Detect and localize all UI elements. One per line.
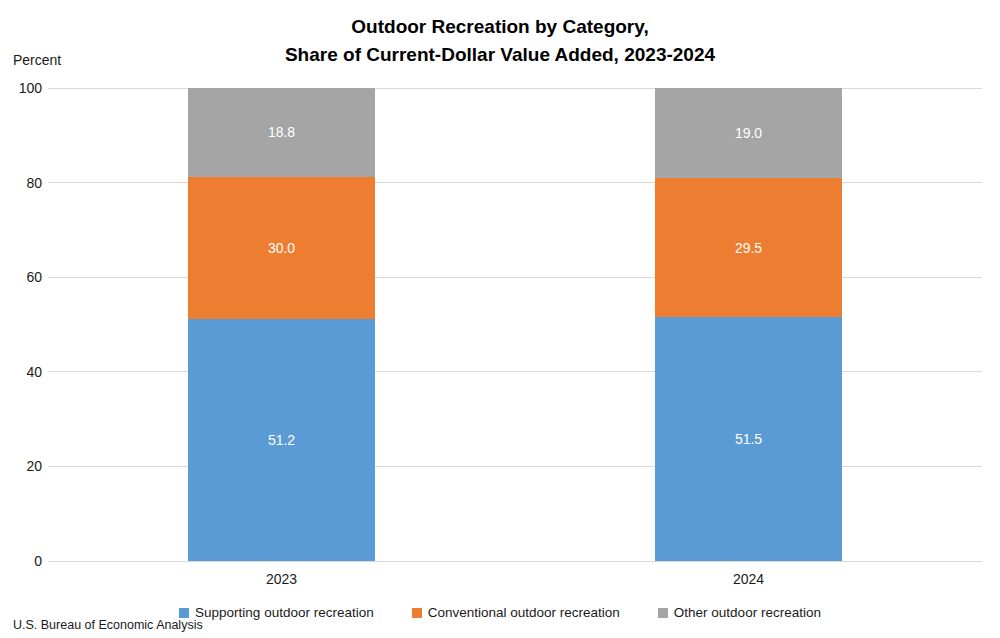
y-tick-label: 0 (0, 553, 42, 569)
y-axis-unit-label: Percent (13, 52, 61, 68)
legend-marker-icon (412, 608, 422, 618)
bar-segment-2023-series-2: 18.8 (188, 88, 375, 177)
bar-value-label: 19.0 (735, 126, 762, 140)
bar-segment-2023-series-1: 30.0 (188, 177, 375, 319)
legend-item-label: Conventional outdoor recreation (428, 605, 620, 620)
legend-item-label: Supporting outdoor recreation (195, 605, 374, 620)
chart-title: Outdoor Recreation by Category, Share of… (0, 13, 1000, 69)
bar-segment-2024-series-1: 29.5 (655, 178, 842, 318)
bar-value-label: 29.5 (735, 241, 762, 255)
x-tick-label-2023: 2023 (222, 571, 342, 587)
bar-segment-2023-series-0: 51.2 (188, 319, 375, 561)
bar-value-label: 18.8 (268, 125, 295, 139)
bar-segment-2024-series-2: 19.0 (655, 88, 842, 178)
y-tick-label: 60 (0, 269, 42, 285)
legend-item-label: Other outdoor recreation (674, 605, 821, 620)
legend-marker-icon (658, 608, 668, 618)
y-tick-label: 20 (0, 458, 42, 474)
chart-title-line1: Outdoor Recreation by Category, (0, 13, 1000, 41)
x-tick-label-2024: 2024 (689, 571, 809, 587)
source-note: U.S. Bureau of Economic Analysis (13, 618, 203, 632)
legend-item-1: Conventional outdoor recreation (412, 605, 620, 620)
y-tick-label: 100 (0, 80, 42, 96)
y-tick-label: 40 (0, 364, 42, 380)
legend-item-2: Other outdoor recreation (658, 605, 821, 620)
bar-value-label: 51.2 (268, 433, 295, 447)
legend-item-0: Supporting outdoor recreation (179, 605, 374, 620)
bar-segment-2024-series-0: 51.5 (655, 317, 842, 561)
legend-marker-icon (179, 608, 189, 618)
chart-title-line2: Share of Current-Dollar Value Added, 202… (0, 41, 1000, 69)
y-tick-label: 80 (0, 175, 42, 191)
chart-container: Outdoor Recreation by Category, Share of… (0, 0, 1000, 638)
plot-area: 51.2 30.0 18.8 51.5 29.5 19.0 (48, 88, 982, 561)
bar-value-label: 51.5 (735, 432, 762, 446)
bar-value-label: 30.0 (268, 241, 295, 255)
